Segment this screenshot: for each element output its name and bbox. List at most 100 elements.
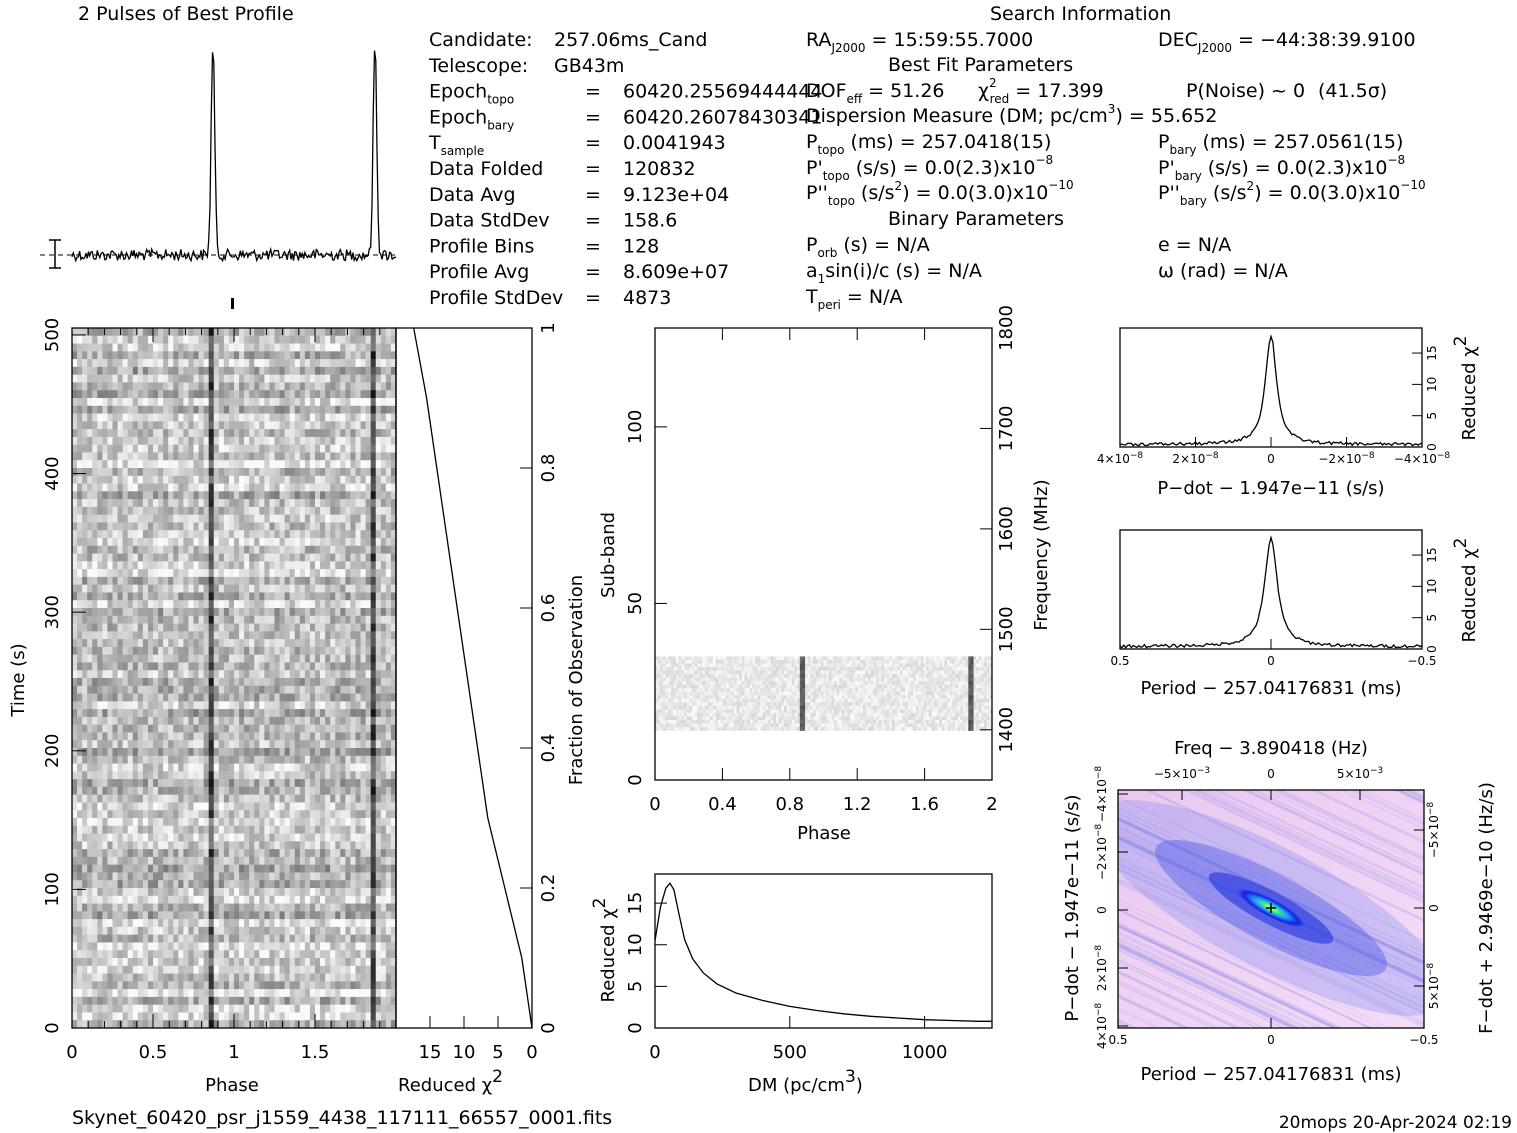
pp-plane-lefttick-label: −4×10−8 xyxy=(1094,766,1109,823)
candidate-info-row: Epochbary xyxy=(429,106,514,132)
candidate-info-eq: = xyxy=(585,158,601,180)
binary-title: Binary Parameters xyxy=(888,208,1064,230)
time-phase-xtick-label: 1 xyxy=(228,1042,239,1063)
subband-ytick-label: 50 xyxy=(625,592,646,615)
profile-line xyxy=(71,50,396,263)
dm-xtick-label: 500 xyxy=(773,1042,807,1063)
candidate-info-eq: = xyxy=(585,210,601,232)
svg-text:a1sin(i)/c (s) = N/A: a1sin(i)/c (s) = N/A xyxy=(806,260,982,286)
svg-text:e = N/A: e = N/A xyxy=(1158,234,1231,256)
subband-frame xyxy=(654,327,993,781)
time-phase-ytick-label: 100 xyxy=(42,872,63,906)
candidate-info-row: Profile Avg xyxy=(429,261,529,283)
pp-plane-toptick-label: 5×10−3 xyxy=(1337,766,1383,781)
dm-xlabel: DM (pc/cm xyxy=(748,1075,845,1096)
pp-plane-heatmap xyxy=(1118,790,1424,1028)
chi2-cumulative-ytick-label: 0 xyxy=(538,1022,559,1033)
candidate-info-row: Telescope: xyxy=(428,55,528,77)
pp-plane-lefttick-label: −2×10−8 xyxy=(1094,824,1109,881)
period-xtick-label: −0.5 xyxy=(1407,654,1436,668)
time-phase-ytick-label: 0 xyxy=(42,1022,63,1033)
pp-plane-righttick-label: −5×10−8 xyxy=(1426,802,1441,859)
svg-text:ω (rad) = N/A: ω (rad) = N/A xyxy=(1158,260,1288,282)
pdot-xtick-label: −4×10−8 xyxy=(1394,451,1451,466)
pdot-ylabel: Reduced χ xyxy=(1459,346,1480,440)
frequency-ytick-label: 1400 xyxy=(996,707,1017,753)
dm-ytick-label: 5 xyxy=(625,981,646,992)
pp-plane-xlabel: Period − 257.04176831 (ms) xyxy=(1140,1064,1401,1085)
svg-text:RAJ2000= 15:59:55.7000: RAJ2000 = 15:59:55.7000 xyxy=(806,29,1033,55)
subband-xtick-label: 0 xyxy=(649,794,660,815)
svg-text:Dispersion Measure (DM; pc/cm3: Dispersion Measure (DM; pc/cm3) = 55.652 xyxy=(806,102,1217,127)
frequency-ytick-label: 1800 xyxy=(996,305,1017,351)
candidate-info-value: 60420.26078430341 xyxy=(623,106,822,128)
subband-xtick-label: 2 xyxy=(986,794,997,815)
candidate-info-value: 9.123e+04 xyxy=(623,184,729,206)
pp-plane-righttick-label: 5×10−8 xyxy=(1426,963,1441,1010)
svg-text:Tperi= N/A: Tperi = N/A xyxy=(805,286,902,312)
profile-errorbar xyxy=(49,239,61,269)
subband-plot: 0 0.4 0.8 1.2 1.6 2 0 50 100 1400 1500 1600 1700 1800… xyxy=(598,305,1052,844)
svg-text:Ptopo(ms) = 257.0418(15): Ptopo (ms) = 257.0418(15) xyxy=(806,131,1051,157)
time-phase-ytick-label: 200 xyxy=(42,734,63,768)
time-phase-ylabel: Time (s) xyxy=(8,643,29,717)
chi2-cumulative-ytick-label: 0.4 xyxy=(538,734,559,763)
chi2-cumulative-ytick-label: 1 xyxy=(538,322,559,333)
candidate-info-row: Profile Bins xyxy=(429,235,534,257)
pp-plane-ylabel: P−dot − 1.947e−11 (s/s) xyxy=(1062,794,1083,1021)
chi2-cumulative-plot: 15 10 5 000.20.40.60.81 Reduced χ2 Fraction… xyxy=(395,322,587,1096)
candidate-info-value: 128 xyxy=(623,235,659,257)
profile-title: 2 Pulses of Best Profile xyxy=(78,3,294,25)
period-xtick-label: 0.5 xyxy=(1110,654,1129,668)
dm-xtick-label: 0 xyxy=(649,1042,660,1063)
candidate-info-row: Tsample xyxy=(428,132,484,158)
pnoise: P(Noise) ~ 0 xyxy=(1186,80,1305,102)
subband-xlabel: Phase xyxy=(797,823,851,844)
time-phase-plot: 0 0.5 1 1.5 0 100 200 300 400 500 Phase Time (s) xyxy=(8,318,397,1096)
period-curve-line xyxy=(1119,535,1423,649)
svg-text:DECJ2000= −44:38:39.9100: DECJ2000 = −44:38:39.9100 xyxy=(1158,29,1416,55)
candidate-info-eq: = xyxy=(585,287,601,309)
candidate-info-value: 8.609e+07 xyxy=(623,261,729,283)
chi2-cumulative-xtick-label: 0 xyxy=(526,1042,537,1063)
pdot-xtick-label: 2×10−8 xyxy=(1172,451,1219,466)
pdot-xtick-label: 0 xyxy=(1267,452,1275,466)
chi2-cumulative-xtick-label: 5 xyxy=(492,1042,503,1063)
pdot-xlabel: P−dot − 1.947e−11 (s/s) xyxy=(1157,478,1384,499)
profile-plot xyxy=(40,50,396,309)
pp-plane-toptick-label: −5×10−3 xyxy=(1154,766,1210,781)
pdot-ytick-label: 10 xyxy=(1425,377,1439,392)
subband-xtick-label: 0.8 xyxy=(775,794,804,815)
subband-ytick-label: 0 xyxy=(625,774,646,785)
time-phase-xtick-label: 1.5 xyxy=(301,1042,330,1063)
candidate-info-value: 4873 xyxy=(623,287,671,309)
period-xtick-label: 0 xyxy=(1267,654,1275,668)
time-phase-xtick-label: 0.5 xyxy=(139,1042,168,1063)
candidate-info-row: Data Avg xyxy=(429,184,516,206)
candidate-info-eq: = xyxy=(585,184,601,206)
time-phase-ytick-label: 400 xyxy=(42,456,63,490)
period-frame xyxy=(1119,529,1423,650)
subband-xtick-label: 1.6 xyxy=(910,794,939,815)
time-phase-xlabel: Phase xyxy=(205,1075,259,1096)
search-info: RAJ2000 = 15:59:55.7000 DECJ2000 = −44:38:… xyxy=(805,29,1426,312)
dm-label: Dispersion Measure (DM; pc/cm xyxy=(806,105,1108,127)
frequency-ytick-label: 1600 xyxy=(996,506,1017,552)
period-ylabel: Reduced χ xyxy=(1459,548,1480,642)
pp-plane-lefttick-label: 2×10−8 xyxy=(1094,945,1109,992)
candidate-info-row: Profile StdDev xyxy=(429,287,563,309)
chi2-cumulative-ylabel: Fraction of Observation xyxy=(566,575,587,785)
period-ytick-label: 15 xyxy=(1425,547,1439,562)
svg-text:P'topo(s/s) = 0.0(2.3)x10−8: P'topo (s/s) = 0.0(2.3)x10−8 xyxy=(806,153,1053,183)
pp-plane-xtick-label: 0 xyxy=(1267,1033,1275,1047)
chi2-cumulative-xlabel: Reduced χ xyxy=(398,1075,492,1096)
candidate-info-value: 120832 xyxy=(623,158,696,180)
candidate-info-eq: = xyxy=(585,106,601,128)
frequency-ylabel: Frequency (MHz) xyxy=(1031,479,1052,630)
subband-heatmap xyxy=(655,656,992,731)
candidate-info-eq: = xyxy=(585,81,601,103)
ra-label: RA xyxy=(806,29,831,51)
pdot-ytick-label: 0 xyxy=(1425,443,1439,451)
